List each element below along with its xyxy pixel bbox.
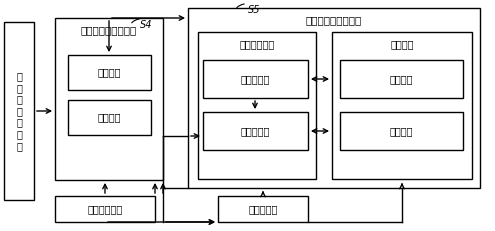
Text: 图像后处理: 图像后处理 [241, 126, 270, 136]
Text: 流程处理: 流程处理 [98, 112, 121, 122]
Bar [203, 60, 308, 98]
Text: 流程生成: 流程生成 [98, 67, 121, 77]
Text: 交
互
命
令
与
参
数: 交 互 命 令 与 参 数 [16, 71, 22, 151]
Bar [340, 60, 463, 98]
Text: 遥感图像处理与展示: 遥感图像处理与展示 [306, 15, 362, 25]
Text: 图像预处理: 图像预处理 [241, 74, 270, 84]
Bar [55, 18, 163, 180]
Text: 平面展示: 平面展示 [390, 74, 413, 84]
Bar [198, 32, 316, 179]
Text: 遥感知识图谱: 遥感知识图谱 [88, 204, 123, 214]
Bar [188, 8, 480, 188]
Text: S4: S4 [140, 20, 152, 30]
Text: 交互流程生成与处理: 交互流程生成与处理 [81, 25, 137, 35]
Text: S5: S5 [248, 5, 260, 15]
Bar [340, 112, 463, 150]
Bar [55, 196, 155, 222]
Text: 遥感图像库: 遥感图像库 [248, 204, 278, 214]
Bar [218, 196, 308, 222]
Bar [68, 100, 151, 135]
Text: 图像处理服务: 图像处理服务 [240, 39, 275, 49]
Text: 数字地球: 数字地球 [390, 39, 414, 49]
Bar [4, 22, 34, 200]
Text: 三维展示: 三维展示 [390, 126, 413, 136]
Bar [332, 32, 472, 179]
Bar [203, 112, 308, 150]
Bar [68, 55, 151, 90]
